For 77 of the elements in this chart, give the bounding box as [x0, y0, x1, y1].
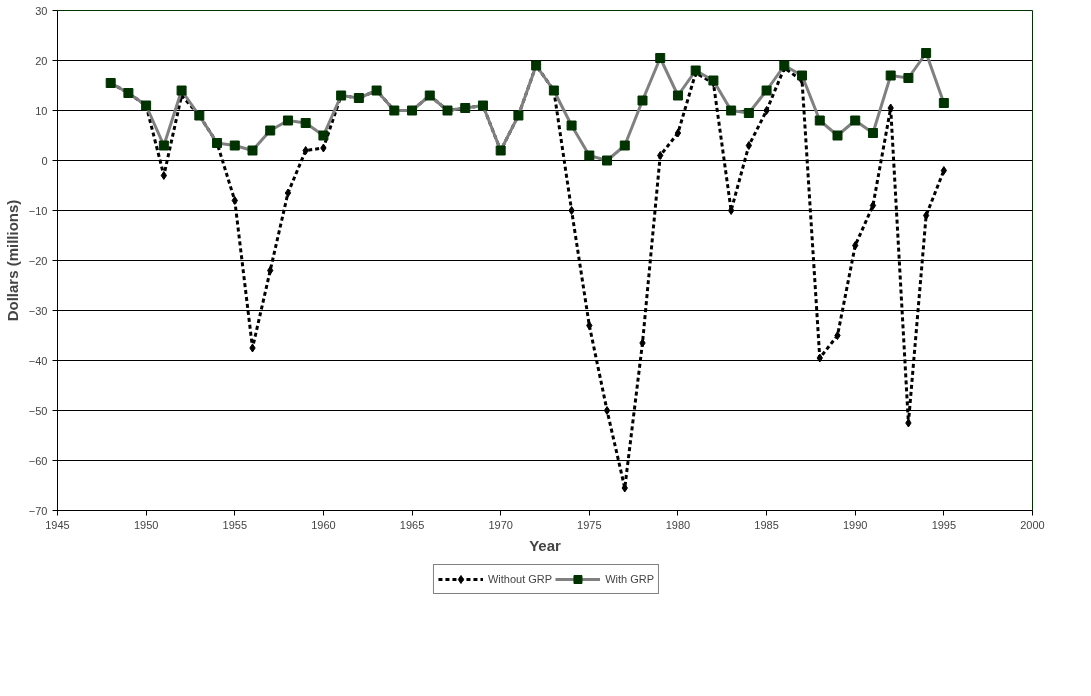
point [267, 266, 274, 275]
y-tick-label: −70 [28, 504, 48, 517]
y-tick-label: 0 [41, 154, 48, 167]
point [940, 166, 948, 175]
point [816, 353, 823, 363]
point [284, 188, 292, 198]
point [743, 108, 754, 118]
point [850, 115, 861, 126]
point [885, 70, 896, 81]
point [158, 140, 169, 151]
point [814, 115, 825, 126]
point [726, 105, 737, 116]
point [887, 103, 894, 113]
x-tick-label: 1965 [399, 518, 425, 531]
point [320, 143, 327, 153]
point [265, 125, 276, 136]
point [834, 331, 841, 340]
point [586, 321, 593, 330]
point [674, 128, 682, 138]
x-tick-label: 2000 [1020, 518, 1045, 531]
point [318, 130, 329, 141]
legend-label: Without GRP [487, 572, 553, 585]
point [249, 343, 256, 353]
x-tick-label: 1960 [311, 518, 336, 531]
point [247, 145, 258, 156]
y-tick-label: −50 [28, 404, 48, 417]
point [922, 211, 930, 220]
point [584, 150, 595, 161]
x-tick-label: 1955 [222, 518, 248, 531]
point [637, 95, 648, 106]
point [761, 85, 772, 96]
x-tick-label: 1945 [45, 518, 70, 531]
y-tick-label: 10 [35, 104, 48, 117]
x-tick-label: 1975 [577, 518, 602, 531]
point [568, 206, 575, 215]
point [832, 130, 843, 141]
point [619, 140, 630, 151]
point [905, 418, 912, 428]
legend-label: With GRP [605, 572, 655, 585]
point [852, 241, 859, 250]
point [672, 90, 683, 101]
x-tick-label: 1980 [665, 518, 691, 531]
point [655, 53, 666, 63]
y-tick-label: 30 [35, 4, 48, 17]
x-tick-label: 1950 [133, 518, 159, 531]
x-tick-label: 1990 [842, 518, 868, 531]
point [176, 85, 187, 96]
y-tick-label: 20 [35, 54, 48, 67]
point [302, 146, 309, 155]
y-tick-label: −10 [28, 204, 48, 217]
point [903, 73, 914, 83]
y-tick-label: −40 [28, 354, 48, 367]
point [639, 338, 646, 348]
y-axis-title: Dollars (millions) [3, 199, 21, 322]
x-tick-label: 1970 [488, 518, 513, 531]
x-axis-title: Year [529, 536, 562, 554]
point [745, 141, 753, 150]
point [921, 48, 932, 58]
point [282, 115, 293, 126]
x-tick-label: 1995 [931, 518, 957, 531]
point [657, 151, 664, 160]
point [229, 140, 240, 151]
point [797, 70, 808, 81]
point [602, 155, 613, 166]
point [869, 201, 877, 210]
point [603, 406, 611, 415]
point [231, 196, 238, 205]
point [867, 128, 878, 138]
point [566, 120, 577, 131]
point [938, 98, 949, 108]
x-tick-label: 1985 [754, 518, 779, 531]
y-tick-label: −30 [28, 304, 48, 317]
y-tick-label: −60 [28, 454, 48, 467]
point [763, 106, 770, 115]
y-tick-label: −20 [28, 254, 48, 267]
point [160, 171, 168, 180]
point [300, 118, 311, 128]
